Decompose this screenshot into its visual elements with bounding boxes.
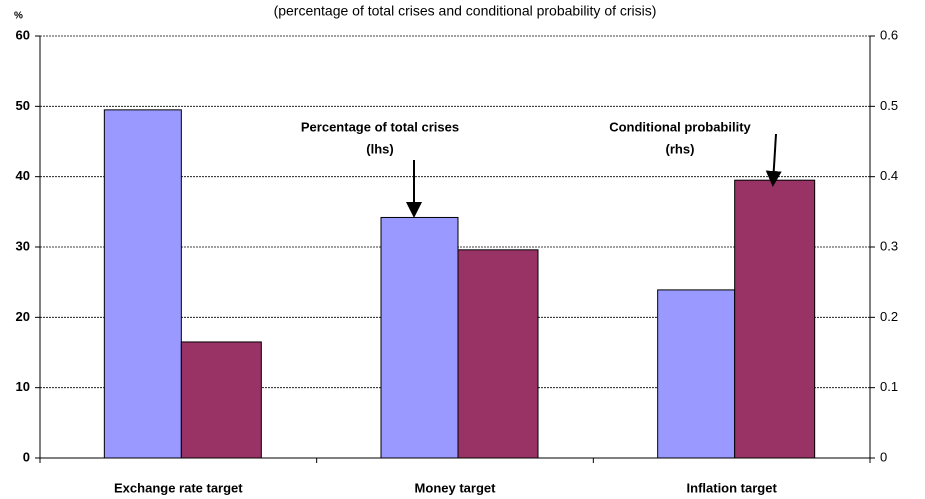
annotation: Conditional probability <box>609 119 751 134</box>
y2-tick-label: 0.5 <box>880 98 898 113</box>
y2-tick-label: 0.6 <box>880 27 898 42</box>
y2-tick-label: 0 <box>880 449 887 464</box>
y-tick-label: 60 <box>16 27 30 42</box>
bar <box>380 216 459 459</box>
y2-tick-label: 0.2 <box>880 309 898 324</box>
y2-tick-label: 0.1 <box>880 379 898 394</box>
annotation: Percentage of total crises <box>301 119 459 134</box>
bar <box>180 341 262 459</box>
bar <box>103 109 182 459</box>
y2-tick-label: 0.4 <box>880 168 898 183</box>
y-tick-label: 0 <box>23 449 30 464</box>
chart-title: (percentage of total crises and conditio… <box>274 3 657 19</box>
annotation: (rhs) <box>666 141 695 156</box>
y-tick-label: 40 <box>16 168 30 183</box>
y-axis-label: % <box>14 11 23 22</box>
arrow <box>765 133 782 187</box>
bar <box>457 249 539 459</box>
annotation: (lhs) <box>366 141 393 156</box>
y2-tick-label: 0.3 <box>880 238 898 253</box>
y-tick-label: 10 <box>16 379 30 394</box>
x-tick-label: Inflation target <box>687 480 778 495</box>
y-tick-label: 50 <box>16 98 30 113</box>
x-tick-label: Exchange rate target <box>114 480 243 495</box>
x-tick-label: Money target <box>415 480 497 495</box>
y-tick-label: 30 <box>16 238 30 253</box>
y-tick-label: 20 <box>16 309 30 324</box>
bar <box>734 179 816 459</box>
bar <box>657 289 736 459</box>
